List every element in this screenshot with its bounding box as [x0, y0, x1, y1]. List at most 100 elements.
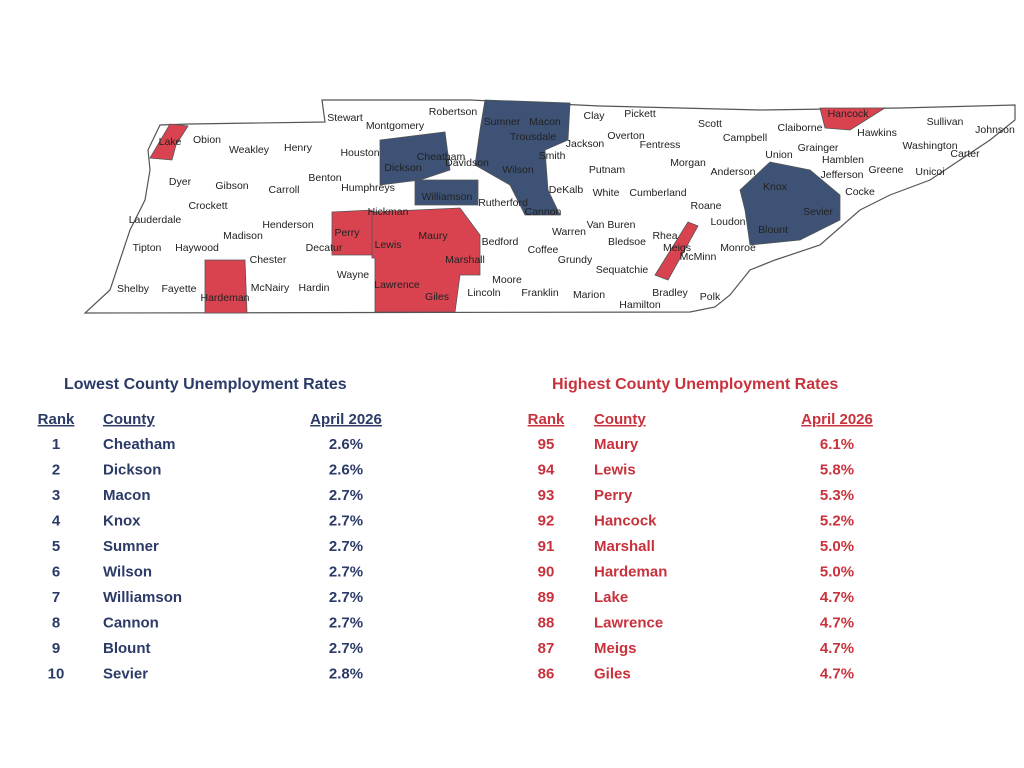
county-label: Macon [529, 116, 561, 128]
county-label: Hickman [368, 206, 409, 218]
table-cell: Cheatham [103, 436, 176, 453]
county-label: Hardin [299, 282, 330, 294]
county-label: Carroll [269, 184, 300, 196]
county-label: Jackson [566, 138, 605, 150]
table-cell: 5.0% [820, 563, 854, 580]
table-cell: Cannon [103, 614, 159, 631]
county-label: Rutherford [478, 197, 528, 209]
county-label: Robertson [429, 106, 478, 118]
table-cell: Giles [594, 665, 631, 682]
county-label: Shelby [117, 283, 150, 295]
table-cell: Dickson [103, 461, 161, 478]
county-label: Wilson [502, 164, 534, 176]
county-label: Franklin [521, 287, 559, 299]
county-label: Houston [340, 147, 379, 159]
county-label: Maury [418, 230, 448, 242]
county-label: Blount [758, 224, 788, 236]
county-label: Perry [334, 227, 360, 239]
table-cell: Lewis [594, 461, 636, 478]
table-cell: 6.1% [820, 436, 854, 453]
county-label: Sullivan [927, 116, 964, 128]
county-label: Roane [691, 200, 722, 212]
table-cell: 4.7% [820, 640, 854, 657]
high-counties [149, 107, 887, 314]
table-cell: 2.7% [329, 589, 363, 606]
table-cell: 4.7% [820, 589, 854, 606]
county-label: Williamson [422, 191, 473, 203]
table-cell: 10 [48, 665, 65, 682]
county-label: Greene [868, 164, 903, 176]
county-label: Henderson [262, 219, 314, 231]
county-label: Anderson [711, 166, 756, 178]
county-label: Henry [284, 142, 313, 154]
county-label: Bedford [482, 236, 519, 248]
county-label: Johnson [975, 124, 1015, 136]
table-cell: 2.7% [329, 512, 363, 529]
county-label: Crockett [188, 200, 227, 212]
county-label: Rhea [652, 230, 677, 242]
county-label: Overton [607, 130, 645, 142]
county-label: Cannon [525, 206, 562, 218]
column-header: April 2026 [801, 411, 873, 428]
county-label: Grundy [558, 254, 593, 266]
table-cell: 8 [52, 614, 60, 631]
table-cell: Wilson [103, 563, 152, 580]
table-cell: 6 [52, 563, 60, 580]
table-cell: 2.6% [329, 436, 363, 453]
county-label: Lincoln [467, 287, 500, 299]
table-cell: 95 [538, 436, 555, 453]
county-label: Washington [902, 140, 957, 152]
county-label: Davidson [445, 157, 489, 169]
table-cell: Lake [594, 589, 628, 606]
table-cell: Meigs [594, 640, 637, 657]
table-cell: Macon [103, 487, 151, 504]
county-label: Jefferson [821, 169, 864, 181]
county-label: Giles [425, 291, 449, 303]
county-label: Fayette [161, 283, 196, 295]
county-label: Carter [950, 148, 980, 160]
table-cell: 4 [52, 512, 61, 529]
county-label: Hamilton [619, 299, 661, 311]
county-label: Stewart [327, 112, 363, 124]
table-cell: Hancock [594, 512, 657, 529]
table-cell: 2.7% [329, 640, 363, 657]
county-label: Fentress [640, 139, 681, 151]
county-shape [204, 259, 248, 314]
table-cell: 94 [538, 461, 555, 478]
tables: Lowest County Unemployment Rates Rank Coun… [38, 376, 873, 682]
table-cell: Marshall [594, 538, 655, 555]
table-cell: 2 [52, 461, 60, 478]
county-label: Bledsoe [608, 236, 646, 248]
table-cell: 2.7% [329, 538, 363, 555]
county-label: Cumberland [629, 187, 686, 199]
county-label: Unicoi [915, 166, 944, 178]
county-label: Lake [159, 136, 182, 148]
table-cell: 88 [538, 614, 555, 631]
county-shape [474, 99, 571, 216]
county-label: Union [765, 149, 793, 161]
county-label: White [593, 187, 620, 199]
county-label: Hamblen [822, 154, 864, 166]
county-label: Sequatchie [596, 264, 649, 276]
column-header: Rank [38, 411, 75, 428]
county-label: Dyer [169, 176, 192, 188]
table-cell: Sumner [103, 538, 159, 555]
table-cell: 2.6% [329, 461, 363, 478]
county-label: Claiborne [778, 122, 823, 134]
low-counties [379, 99, 841, 246]
county-label: Scott [698, 118, 722, 130]
table-cell: 92 [538, 512, 555, 529]
county-label: Meigs [663, 242, 691, 254]
table-cell: 4.7% [820, 665, 854, 682]
county-shape [414, 179, 479, 206]
table-cell: 5.3% [820, 487, 854, 504]
county-label: Benton [308, 172, 341, 184]
table-cell: 9 [52, 640, 60, 657]
table-cell: 5.2% [820, 512, 854, 529]
table-cell: 5.0% [820, 538, 854, 555]
county-label: Moore [492, 274, 522, 286]
table-cell: 89 [538, 589, 555, 606]
